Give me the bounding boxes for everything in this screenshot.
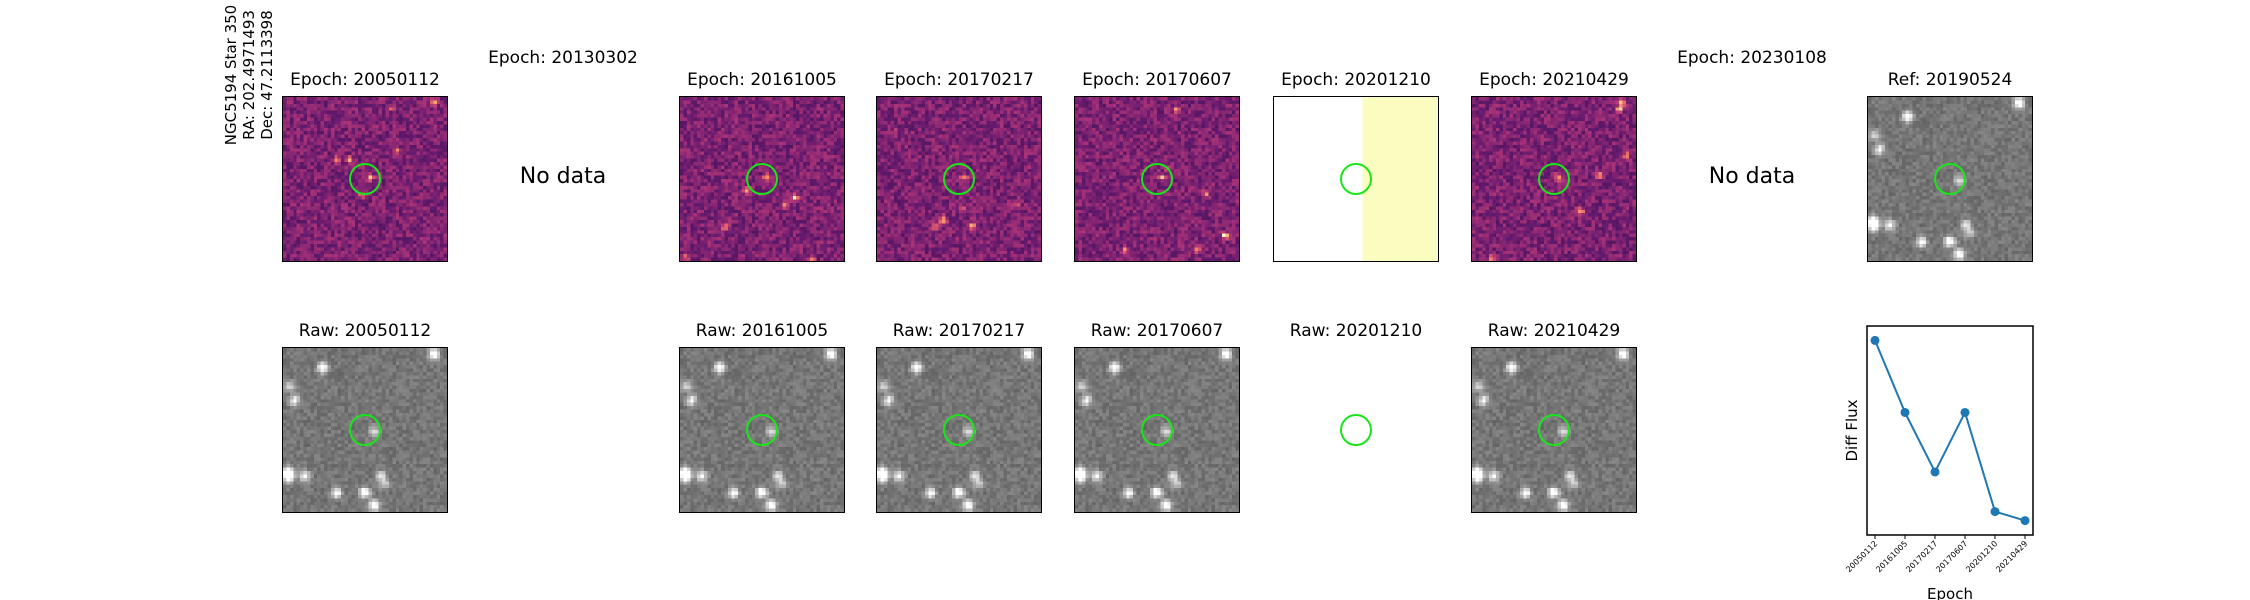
- aperture-ring: [1934, 163, 1966, 195]
- top-panel-title-0: Epoch: 20050112: [290, 70, 440, 90]
- bottom-cutout-0: [282, 347, 448, 513]
- bottom-cutout-3: [876, 347, 1042, 513]
- data-point: [1930, 467, 1940, 477]
- no-data-label: No data: [519, 164, 607, 189]
- top-panel-title-3: Epoch: 20170217: [884, 70, 1034, 90]
- aperture-ring: [1340, 414, 1372, 446]
- bottom-cutout-5: [1273, 347, 1439, 513]
- bottom-panel-title-5: Raw: 20201210: [1289, 321, 1423, 341]
- aperture-ring: [746, 163, 778, 195]
- data-point: [2020, 516, 2030, 526]
- no-data-label: No data: [1708, 164, 1796, 189]
- top-panel-title-2: Epoch: 20161005: [687, 70, 837, 90]
- aperture-ring: [943, 163, 975, 195]
- top-cutout-8: [1867, 96, 2033, 262]
- data-point: [1870, 335, 1880, 345]
- top-panel-title-4: Epoch: 20170607: [1082, 70, 1232, 90]
- top-panel-title-5: Epoch: 20201210: [1281, 70, 1431, 90]
- top-panel-title-6: Epoch: 20210429: [1479, 70, 1629, 90]
- series-line: [1874, 340, 2026, 522]
- bottom-panel-title-2: Raw: 20161005: [695, 321, 829, 341]
- bottom-panel-title-3: Raw: 20170217: [892, 321, 1026, 341]
- aperture-ring: [1141, 163, 1173, 195]
- aperture-ring: [1141, 414, 1173, 446]
- data-point: [1990, 507, 2000, 517]
- aperture-ring: [1340, 163, 1372, 195]
- data-point: [1960, 407, 1970, 417]
- data-point: [1900, 407, 1910, 417]
- aperture-ring: [943, 414, 975, 446]
- top-cutout-0: [282, 96, 448, 262]
- top-cutout-2: [679, 96, 845, 262]
- bottom-panel-title-4: Raw: 20170607: [1090, 321, 1224, 341]
- aperture-ring: [746, 414, 778, 446]
- top-cutout-3: [876, 96, 1042, 262]
- top-cutout-6: [1471, 96, 1637, 262]
- top-cutout-4: [1074, 96, 1240, 262]
- bottom-cutout-6: [1471, 347, 1637, 513]
- y-axis-label: Diff Flux: [1843, 399, 1861, 461]
- x-tick-label: 20210429: [1994, 539, 2029, 574]
- aperture-ring: [1538, 163, 1570, 195]
- bottom-cutout-2: [679, 347, 845, 513]
- chart-frame: [1866, 325, 2034, 536]
- aperture-ring: [349, 414, 381, 446]
- aperture-ring: [349, 163, 381, 195]
- aperture-ring: [1538, 414, 1570, 446]
- bottom-cutout-4: [1074, 347, 1240, 513]
- x-axis-label: Epoch: [1927, 585, 1973, 600]
- top-panel-title-8: Ref: 20190524: [1887, 70, 2013, 90]
- bottom-panel-title-0: Raw: 20050112: [298, 321, 432, 341]
- top-panel-title-7: Epoch: 20230108: [1677, 48, 1827, 68]
- bottom-panel-title-6: Raw: 20210429: [1487, 321, 1621, 341]
- top-panel-title-1: Epoch: 20130302: [488, 48, 638, 68]
- top-cutout-5: [1273, 96, 1439, 262]
